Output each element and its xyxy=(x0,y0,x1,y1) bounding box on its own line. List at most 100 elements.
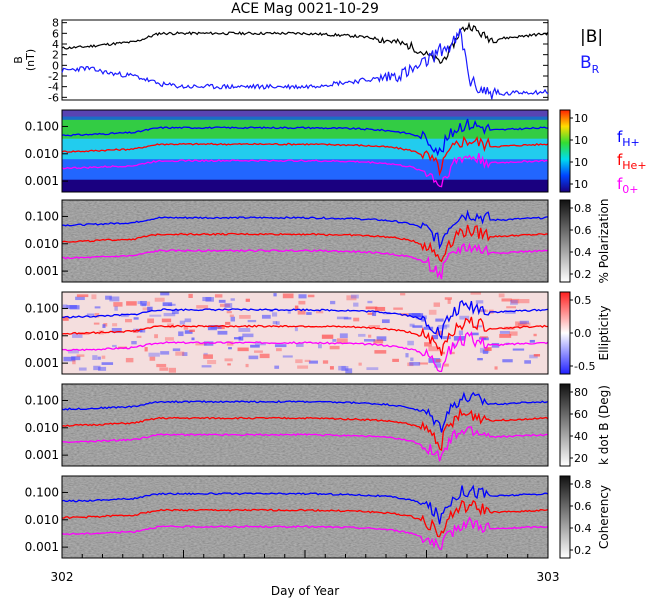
spectrogram-texture xyxy=(62,200,548,282)
ellipticity-cell xyxy=(353,302,359,307)
ellipticity-cell xyxy=(147,318,155,324)
legend-bmag: |B| xyxy=(580,27,603,47)
ellipticity-cell xyxy=(517,323,526,327)
colorbar-tick-label: 0.4 xyxy=(574,246,592,259)
ellipticity-cell xyxy=(304,359,311,362)
ellipticity-cell xyxy=(75,296,85,301)
y-tick-label: 0.100 xyxy=(25,485,59,499)
colorbar-tick-label: 0.8 xyxy=(574,478,592,491)
ellipticity-cell xyxy=(230,298,235,301)
legend-fHe: fHe+ xyxy=(617,151,647,172)
y-tick-label: 0.010 xyxy=(25,329,59,343)
ellipticity-cell xyxy=(224,358,233,362)
ellipticity-cell xyxy=(318,344,322,349)
ellipticity-cell xyxy=(133,317,139,320)
ellipticity-cell xyxy=(156,363,167,368)
ellipticity-cell xyxy=(62,304,68,310)
ellipticity-cell xyxy=(498,293,505,298)
ellipticity-cell xyxy=(475,300,484,304)
ellipticity-cell xyxy=(94,312,100,318)
b-tick-label: -6 xyxy=(48,91,59,104)
ellipticity-cell xyxy=(226,341,234,346)
ellipticity-cell xyxy=(374,350,387,354)
ellipticity-cell xyxy=(182,352,188,357)
ellipticity-cell xyxy=(255,342,266,346)
colorbar-tick-label: 40 xyxy=(574,430,588,443)
ellipticity-cell xyxy=(92,355,98,360)
ellipticity-cell xyxy=(101,355,106,359)
panel-power: 0.100 0.010 0.001 10 10 10 10 xyxy=(25,109,588,193)
ellipticity-cell xyxy=(202,296,212,302)
colorbar-tick-label: 10 xyxy=(574,156,588,169)
ellipticity-cell xyxy=(78,367,87,371)
ellipticity-cell xyxy=(86,313,95,316)
ellipticity-cell xyxy=(219,303,230,307)
ellipticity-cell xyxy=(203,354,213,359)
colorbar-tick-label: 60 xyxy=(574,408,588,421)
y-tick-label: 0.010 xyxy=(25,513,59,527)
ellipticity-cell xyxy=(62,316,69,321)
ellipticity-cell xyxy=(146,301,151,306)
gyro-line-fHe xyxy=(61,407,549,452)
b-tick-label: 0 xyxy=(52,59,59,72)
ellipticity-cell xyxy=(207,359,217,365)
ellipticity-cell xyxy=(245,363,249,368)
ellipticity-cell xyxy=(329,345,340,350)
ellipticity-cell xyxy=(440,351,445,355)
gyro-line-fH xyxy=(61,118,549,157)
ellipticity-cell xyxy=(477,357,483,361)
series-bmag-line xyxy=(61,21,549,65)
ellipticity-cell xyxy=(114,306,118,311)
ellipticity-cell xyxy=(203,352,208,356)
ellipticity-cell xyxy=(341,366,349,372)
ellipticity-cell xyxy=(294,305,299,311)
ellipticity-cell xyxy=(365,306,378,310)
ellipticity-cell xyxy=(510,300,518,305)
ellipticity-cell xyxy=(93,365,101,371)
gyro-line-fHe xyxy=(61,224,549,263)
colorbar xyxy=(559,475,571,559)
ellipticity-cell xyxy=(509,331,518,336)
ellipticity-cell xyxy=(322,360,329,364)
ellipticity-cell xyxy=(217,330,228,335)
ellipticity-cell xyxy=(479,309,486,312)
panel-coherency: 0.100 0.010 0.001 0.8 0.6 0.4 0.2 Coherency xyxy=(25,475,611,559)
ellipticity-cell xyxy=(273,293,277,297)
ellipticity-cell xyxy=(494,366,498,370)
ellipticity-cell xyxy=(72,360,76,365)
ellipticity-cell xyxy=(400,293,406,296)
ellipticity-cell xyxy=(167,323,175,329)
ellipticity-cell xyxy=(471,332,479,336)
ellipticity-cell xyxy=(272,321,278,325)
ellipticity-cell xyxy=(159,367,169,371)
colorbar-tick-label: 0.4 xyxy=(574,522,592,535)
colorbar-tick-label: 0.6 xyxy=(574,224,592,237)
ellipticity-cell xyxy=(63,356,76,362)
y-tick-label: 0.001 xyxy=(25,448,59,462)
ellipticity-cell xyxy=(350,294,359,299)
ellipticity-cell xyxy=(171,309,179,315)
ellipticity-cell xyxy=(97,356,101,360)
ellipticity-cell xyxy=(533,354,541,357)
y-tick-label: 0.010 xyxy=(25,147,59,161)
b-tick-label: 2 xyxy=(52,49,59,62)
ellipticity-cell xyxy=(315,311,324,314)
ellipticity-cell xyxy=(435,359,442,363)
ellipticity-cell xyxy=(512,348,525,351)
ellipticity-cell xyxy=(409,362,421,366)
ellipticity-cell xyxy=(529,339,535,343)
ellipticity-cell xyxy=(375,306,386,312)
ellipticity-cell xyxy=(140,300,147,306)
ellipticity-cell xyxy=(178,331,184,337)
ellipticity-cell xyxy=(358,362,362,366)
ellipticity-cell xyxy=(282,293,294,299)
ellipticity-cell xyxy=(368,325,381,328)
ellipticity-cell xyxy=(504,310,516,314)
ellipticity-cell xyxy=(239,315,251,319)
ellipticity-cell xyxy=(502,359,513,363)
ellipticity-cell xyxy=(203,341,214,346)
y-tick-label: 0.010 xyxy=(25,421,59,435)
ellipticity-cell xyxy=(248,355,259,360)
